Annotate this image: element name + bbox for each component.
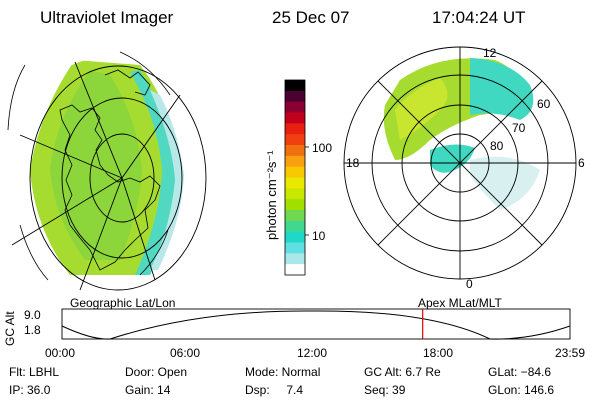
colorbar-band [285,220,305,233]
colorbar-band [285,231,305,243]
info-seq: Seq: 39 [364,383,406,397]
left-auroral-image [30,60,184,275]
mlt-label-6: 6 [578,156,585,170]
right-map-caption: Apex MLat/MLT [418,296,502,310]
colorbar-band [285,112,305,124]
mlat-label-60: 60 [537,97,551,111]
timeline-ytick-high: 9.0 [24,308,41,322]
info-ip: IP: 36.0 [9,383,51,397]
colorbar-band [285,134,305,146]
info-glon: GLon: 146.6 [488,383,555,397]
app-title: Ultraviolet Imager [40,8,174,27]
colorbar-band [285,123,305,135]
coast-arc-icon [7,64,26,131]
mlat-label-70: 70 [512,121,526,135]
mlat-label-80: 80 [490,139,504,153]
info-gain: Gain: 14 [125,383,171,397]
timeline-xtick-2: 12:00 [297,346,328,360]
colorbar-band [285,188,305,200]
timeline-xtick-0: 00:00 [45,346,76,360]
colorbar-tick-10: 10 [312,229,326,243]
right-auroral-image [383,58,540,210]
colorbar-band [285,242,305,254]
header-time: 17:04:24 UT [432,8,526,27]
info-gcalt: GC Alt: 6.7 Re [364,365,441,379]
colorbar-band [285,80,305,92]
colorbar-band [285,210,305,222]
info-mode: Mode: Normal [245,365,321,379]
colorbar-band [285,253,305,265]
coastline-icon [104,69,151,96]
colorbar-band [285,90,305,103]
colorbar-band [285,177,305,189]
timeline-xtick-3: 18:00 [423,346,454,360]
colorbar-band [285,166,305,178]
coast-arc-icon [139,229,169,276]
left-map-caption: Geographic Lat/Lon [70,296,176,310]
timeline-ytick-low: 1.8 [24,323,41,337]
info-door: Door: Open [125,365,188,379]
info-flt: Flt: LBHL [9,365,60,379]
timeline-xtick-1: 06:00 [170,346,201,360]
coast-arc-icon [19,224,49,281]
info-glat: GLat: −84.6 [488,365,552,379]
colorbar-band [285,145,305,157]
header-date: 25 Dec 07 [272,8,350,27]
mlt-label-0: 0 [466,277,473,291]
coastline-icon [59,104,161,271]
colorbar-band [285,264,305,276]
mlt-label-18: 18 [346,156,360,170]
mlt-label-12: 12 [483,46,497,60]
timeline-xtick-4: 23:59 [555,346,586,360]
colorbar-tick-100: 100 [312,141,333,155]
colorbar-band [285,199,305,211]
polar-grid [343,46,577,280]
info-dsp: Dsp: 7.4 [245,383,304,397]
coast-arc-icon [119,51,171,96]
colorbar-band [285,101,305,113]
colorbar-band [285,155,305,168]
